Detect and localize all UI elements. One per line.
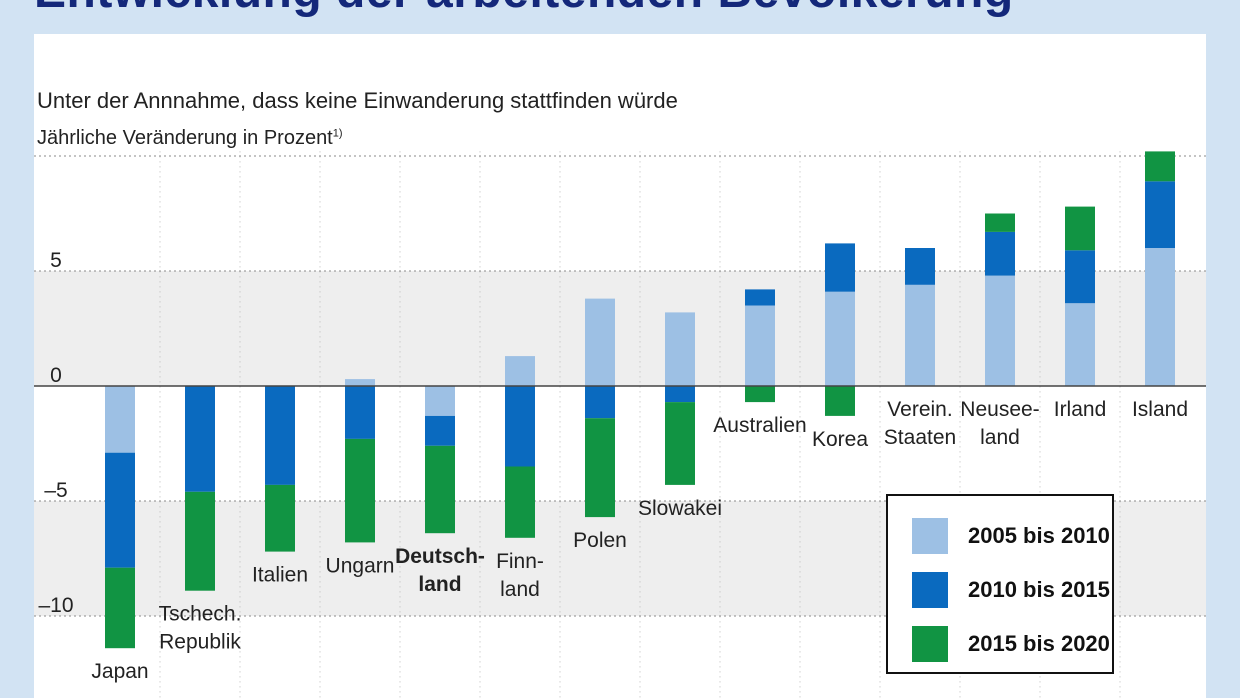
bar-segment-2010-2015 (105, 452, 135, 568)
category-label-line: Deutsch- (395, 545, 485, 568)
legend-label-2010-2015: 2010 bis 2015 (968, 577, 1110, 602)
bar-segment-2015-2020 (1065, 206, 1095, 251)
bar-segment-2015-2020 (105, 567, 135, 649)
category-label-line: Australien (713, 414, 806, 437)
bar-segment-2015-2020 (345, 438, 375, 543)
category-label-line: Island (1132, 398, 1188, 421)
legend-item-2015-2020: 2015 bis 2020 (912, 626, 1110, 662)
category-label: Tschech. Republik (159, 603, 242, 654)
bar-segment-2010-2015 (185, 386, 215, 492)
bar-segment-2005-2010 (425, 386, 455, 416)
category-label-line: Slowakei (638, 497, 722, 520)
category-label: Japan (91, 660, 148, 683)
category-label: Korea (812, 428, 868, 451)
bar-segment-2010-2015 (345, 386, 375, 439)
category-label-line: Irland (1054, 398, 1107, 421)
bar-segment-2005-2010 (665, 312, 695, 386)
bar-segment-2015-2020 (585, 418, 615, 518)
category-label: Verein. Staaten (884, 398, 956, 449)
bar-segment-2015-2020 (505, 466, 535, 538)
bar-segment-2010-2015 (1065, 250, 1095, 304)
bar-segment-2010-2015 (425, 415, 455, 446)
legend-item-2010-2015: 2010 bis 2015 (912, 572, 1110, 608)
category-label-line: Republik (159, 631, 241, 654)
bar-segment-2005-2010 (585, 298, 615, 386)
bar-segment-2015-2020 (825, 386, 855, 416)
category-label: Italien (252, 564, 308, 587)
category-label-line: land (980, 426, 1020, 449)
legend-label-2015-2020: 2015 bis 2020 (968, 631, 1110, 656)
category-label-line: Finn- (496, 550, 544, 573)
category-label: Slowakei (638, 497, 722, 520)
bar-segment-2005-2010 (825, 291, 855, 386)
category-label-line: Staaten (884, 426, 956, 449)
unit-footnote: 1) (332, 127, 343, 140)
y-tick-label: –10 (38, 594, 73, 617)
bar-segment-2015-2020 (665, 402, 695, 485)
bar-segment-2010-2015 (905, 248, 935, 285)
bar-segment-2015-2020 (185, 491, 215, 591)
bar-segment-2010-2015 (985, 231, 1015, 276)
legend-label-2005-2010: 2005 bis 2010 (968, 523, 1110, 548)
y-tick-label: –5 (44, 479, 67, 502)
category-label: Australien (713, 414, 806, 437)
bar-segment-2005-2010 (905, 284, 935, 386)
y-tick-label: 0 (50, 364, 62, 387)
legend-swatch-2005-2010 (912, 518, 948, 554)
bar-segment-2010-2015 (745, 289, 775, 306)
category-label-line: land (418, 573, 461, 596)
bar-segment-2015-2020 (745, 386, 775, 403)
category-label-line: Tschech. (159, 603, 242, 626)
category-label-line: Polen (573, 529, 627, 552)
unit-text: Jährliche Veränderung in Prozent (37, 127, 333, 149)
bar-segment-2015-2020 (265, 484, 295, 552)
bar-segment-2005-2010 (105, 386, 135, 453)
category-label-line: Japan (91, 660, 148, 683)
bar-segment-2005-2010 (505, 356, 535, 386)
category-label-line: Italien (252, 564, 308, 587)
category-label: Finn-land (496, 550, 544, 601)
category-label: Deutsch-land (395, 545, 485, 596)
bars (105, 151, 1175, 649)
chart-subtitle: Unter der Annnahme, dass keine Einwander… (37, 88, 678, 113)
category-label-line: Korea (812, 428, 868, 451)
category-label-line: Verein. (887, 398, 952, 421)
category-label-line: Neusee- (960, 398, 1039, 421)
category-label-line: Ungarn (326, 554, 395, 577)
legend-swatch-2015-2020 (912, 626, 948, 662)
bar-segment-2010-2015 (825, 243, 855, 292)
bar-segment-2010-2015 (265, 386, 295, 485)
category-label: Ungarn (326, 554, 395, 577)
headline: Entwicklung der arbeitenden Bevölkerung (34, 0, 1014, 19)
bar-segment-2010-2015 (665, 386, 695, 403)
grid-band (34, 271, 1206, 386)
category-label: Island (1132, 398, 1188, 421)
category-label-line: land (500, 578, 540, 601)
legend: 2005 bis 2010 2010 bis 2015 2015 bis 202… (886, 494, 1114, 674)
y-tick-label: 5 (50, 249, 62, 272)
bar-segment-2005-2010 (985, 275, 1015, 386)
bar-segment-2005-2010 (1065, 303, 1095, 386)
category-label: Neusee-land (960, 398, 1039, 449)
legend-item-2005-2010: 2005 bis 2010 (912, 518, 1110, 554)
unit-label: Jährliche Veränderung in Prozent1) (37, 127, 343, 150)
bar-segment-2005-2010 (345, 379, 375, 386)
bar-segment-2010-2015 (505, 386, 535, 467)
category-labels: Japan Tschech. Republik Italien Ungarn Deutsc… (91, 398, 1188, 683)
bar-segment-2005-2010 (745, 305, 775, 386)
bar-segment-2010-2015 (585, 386, 615, 419)
y-axis-ticks: 5 0 –5 –10 (38, 249, 73, 617)
category-label: Polen (573, 529, 627, 552)
legend-swatch-2010-2015 (912, 572, 948, 608)
bar-segment-2015-2020 (425, 445, 455, 534)
category-label: Irland (1054, 398, 1107, 421)
bar-segment-2015-2020 (985, 213, 1015, 232)
bar-segment-2005-2010 (1145, 248, 1175, 386)
bar-segment-2010-2015 (1145, 181, 1175, 248)
bar-segment-2015-2020 (1145, 151, 1175, 182)
